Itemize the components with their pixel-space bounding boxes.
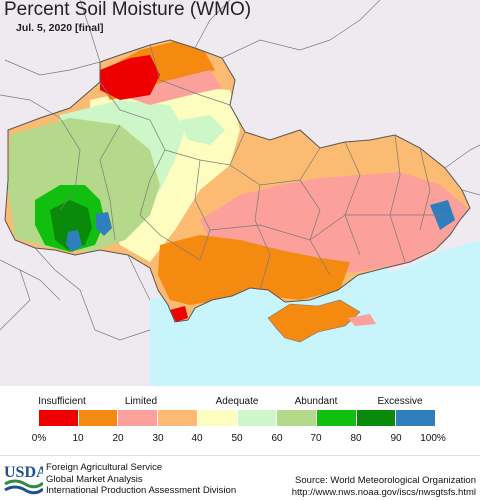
map-date: Jul. 5, 2020 [final] [16, 22, 104, 34]
crimea-region [267, 299, 361, 343]
legend-swatch [277, 410, 317, 426]
legend-tick: 40 [191, 433, 203, 444]
agency-line: Global Market Analysis [46, 473, 143, 485]
legend-swatch [118, 410, 159, 426]
kerch-region [348, 314, 376, 326]
legend-tick: 30 [152, 433, 164, 444]
usda-logo: USDA [4, 464, 43, 495]
legend-tick: 90 [390, 433, 402, 444]
legend-category-adequate: Adequate [215, 396, 259, 407]
borders [0, 0, 480, 341]
source-credit: Source: World Meteorological Organizatio… [292, 475, 476, 498]
legend-tick: 100% [420, 433, 446, 444]
agency-line: Foreign Agricultural Service [46, 462, 163, 473]
agency-credit: Foreign Agricultural Service Global Mark… [46, 462, 236, 497]
legend-tick: 10 [72, 433, 84, 444]
legend-tick: 70 [310, 433, 322, 444]
legend-category-abundant: Abundant [294, 396, 338, 407]
agency-line: International Production Assessment Divi… [46, 485, 237, 496]
legend-category-excessive: Excessive [377, 396, 423, 407]
legend-tick: 80 [350, 433, 362, 444]
legend-tick: 50 [231, 433, 243, 444]
legend-swatch [316, 410, 357, 426]
source-url[interactable]: http://www.nws.noaa.gov/iscs/nwsgtsfs.ht… [291, 486, 476, 498]
legend-color-bar [39, 410, 436, 426]
legend-swatch [158, 410, 198, 426]
legend-tick: 20 [112, 433, 124, 444]
soil-moisture-map [0, 0, 480, 386]
legend-category-insufficient: Insufficient [38, 396, 86, 407]
legend-tick: 60 [271, 433, 283, 444]
legend-swatch [237, 410, 278, 426]
legend: Insufficient Limited Adequate Abundant E… [0, 386, 480, 452]
map-title: Percent Soil Moisture (WMO) [4, 0, 252, 20]
legend-swatch [356, 410, 397, 426]
legend-swatch [197, 410, 238, 426]
legend-swatch [78, 410, 119, 426]
source-line: Source: World Meteorological Organizatio… [295, 475, 476, 486]
legend-swatch [396, 410, 436, 426]
legend-category-limited: Limited [124, 396, 158, 407]
legend-tick: 0% [31, 433, 47, 444]
usda-logo-text: USDA [4, 464, 43, 481]
footer: USDA Foreign Agricultural Service Global… [0, 455, 480, 500]
legend-swatch [39, 410, 79, 426]
